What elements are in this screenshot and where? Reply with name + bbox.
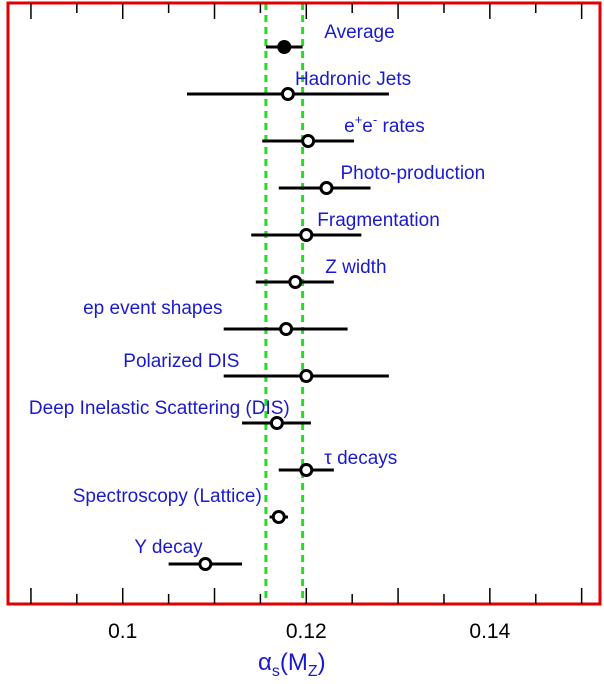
label-hadronic-jets: Hadronic Jets	[295, 69, 411, 90]
marker-decay	[198, 557, 213, 571]
x-tick-label: 0.14	[469, 620, 510, 643]
marker-fragmentation	[299, 228, 314, 242]
marker-e-e-rates	[301, 134, 316, 148]
marker-spectroscopy-lattice	[271, 510, 286, 524]
average-band	[264, 3, 305, 604]
label-polarized-dis: Polarized DIS	[123, 351, 239, 372]
marker-hadronic-jets	[280, 87, 295, 101]
marker-polarized-dis	[299, 369, 314, 383]
marker-deep-inelastic-scattering-dis	[269, 416, 284, 430]
marker-ep-event-shapes	[279, 322, 294, 336]
x-tick-labels: 0.1 0.12 0.14	[108, 620, 510, 643]
label-spectroscopy-lattice: Spectroscopy (Lattice)	[73, 486, 262, 507]
marker-photo-production	[319, 181, 334, 195]
marker-average	[277, 40, 292, 54]
label-decays: τ decays	[324, 448, 397, 469]
x-tick-label: 0.1	[108, 620, 137, 643]
label-fragmentation: Fragmentation	[317, 210, 440, 231]
x-axis-ticks	[30, 3, 583, 604]
x-tick-label: 0.12	[286, 620, 327, 643]
point-labels: Average Hadronic Jets e+e- rates Photo-prod…	[29, 22, 485, 558]
label-average: Average	[324, 22, 394, 43]
marker-decays	[299, 463, 314, 477]
x-axis-title: αs(MZ)	[258, 649, 326, 680]
label-e-e-rates: e+e- rates	[344, 112, 425, 137]
label-deep-inelastic-scattering-dis: Deep Inelastic Scattering (DIS)	[29, 398, 290, 419]
label-z-width: Z width	[325, 257, 386, 278]
marker-z-width	[288, 275, 303, 289]
label-photo-production: Photo-production	[340, 163, 485, 184]
plot-frame	[6, 1, 602, 606]
label-ep-event-shapes: ep event shapes	[83, 298, 222, 319]
data-points	[168, 40, 389, 571]
label-decay: Υ decay	[134, 537, 203, 558]
